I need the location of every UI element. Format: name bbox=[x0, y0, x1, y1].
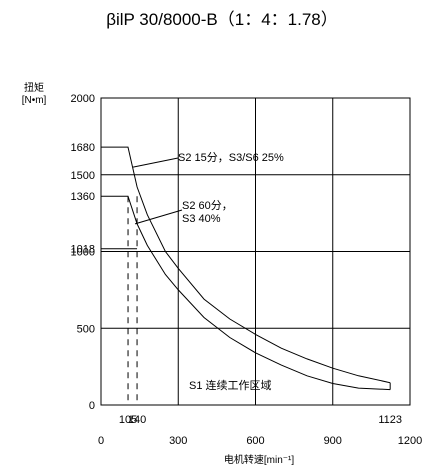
x-tick-label: 900 bbox=[324, 435, 342, 447]
x-tick-label: 600 bbox=[246, 435, 264, 447]
y-axis-label-line1: 扭矩 bbox=[24, 81, 44, 94]
y-axis-label-line2: [N•m] bbox=[22, 95, 47, 106]
series-line-1 bbox=[101, 146, 391, 384]
annotation-s2-15: S2 15分，S3/S6 25% bbox=[178, 151, 284, 164]
annotation-s1: S1 连续工作区域 bbox=[189, 378, 272, 392]
x-extra-label: 140 bbox=[128, 414, 146, 426]
x-extra-label: 1123 bbox=[378, 414, 402, 426]
y-extra-label: 1680 bbox=[71, 142, 95, 154]
series-line-2 bbox=[101, 195, 391, 391]
x-axis-label: 电机转速[min⁻¹] bbox=[224, 453, 294, 466]
y-tick-label: 1000 bbox=[71, 247, 95, 259]
y-extra-label: 1018 bbox=[71, 244, 95, 256]
x-tick-label: 300 bbox=[169, 435, 187, 447]
annotation-s2-60-line1: S2 60分， bbox=[182, 199, 233, 212]
y-tick-label: 500 bbox=[77, 323, 95, 335]
y-tick-label: 1500 bbox=[71, 170, 95, 182]
y-tick-label: 0 bbox=[89, 400, 95, 412]
y-extra-label: 1360 bbox=[71, 191, 95, 203]
annotation-leader-s2-15 bbox=[132, 157, 179, 168]
x-tick-label: 1200 bbox=[398, 435, 422, 447]
chart-title: βilP 30/8000-B（1：4：1.78） bbox=[106, 10, 338, 29]
annotation-s2-60-line2: S3 40% bbox=[182, 213, 221, 225]
x-extra-label: 105 bbox=[119, 414, 137, 426]
series-lines bbox=[101, 146, 391, 405]
y-tick-label: 2000 bbox=[71, 93, 95, 105]
annotation-leader-s2-60 bbox=[134, 209, 183, 225]
grid bbox=[100, 97, 411, 406]
x-tick-label: 0 bbox=[98, 435, 104, 447]
